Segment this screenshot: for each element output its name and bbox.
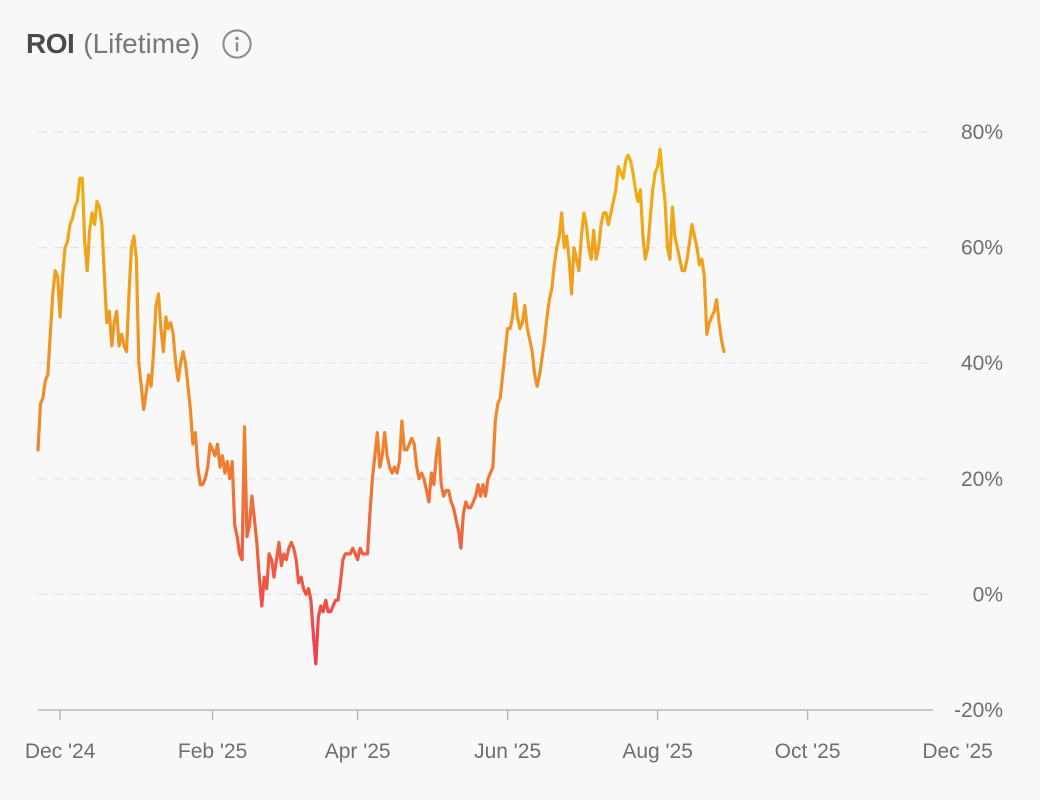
x-tick-label: Aug '25 — [622, 740, 693, 763]
y-tick-label: 80% — [961, 121, 1003, 144]
y-tick-label: -20% — [954, 699, 1003, 722]
x-tick-label: Dec '25 — [922, 740, 993, 763]
x-axis-labels: Dec '24 Feb '25 Apr '25 Jun '25 Aug '25 Oct '… — [25, 740, 993, 763]
series-layer — [36, 147, 726, 666]
x-tick-label: Oct '25 — [775, 740, 841, 763]
x-tick-label: Dec '24 — [25, 740, 96, 763]
gridlines — [38, 131, 933, 596]
chart-subtitle: (Lifetime) — [83, 28, 200, 59]
y-tick-label: 0% — [973, 583, 1003, 606]
y-axis-labels: 80% 60% 40% 20% 0% -20% — [954, 121, 1003, 722]
info-circle-icon[interactable] — [222, 29, 252, 59]
y-tick-label: 40% — [961, 352, 1003, 375]
x-tick-label: Apr '25 — [325, 740, 391, 763]
x-tick-label: Jun '25 — [474, 740, 541, 763]
roi-series-line — [36, 147, 726, 666]
x-axis — [38, 709, 933, 720]
chart-title: ROI — [26, 28, 75, 59]
chart-header: ROI (Lifetime) — [26, 28, 252, 60]
y-tick-label: 20% — [961, 468, 1003, 491]
y-tick-label: 60% — [961, 237, 1003, 260]
x-tick-label: Feb '25 — [178, 740, 247, 763]
